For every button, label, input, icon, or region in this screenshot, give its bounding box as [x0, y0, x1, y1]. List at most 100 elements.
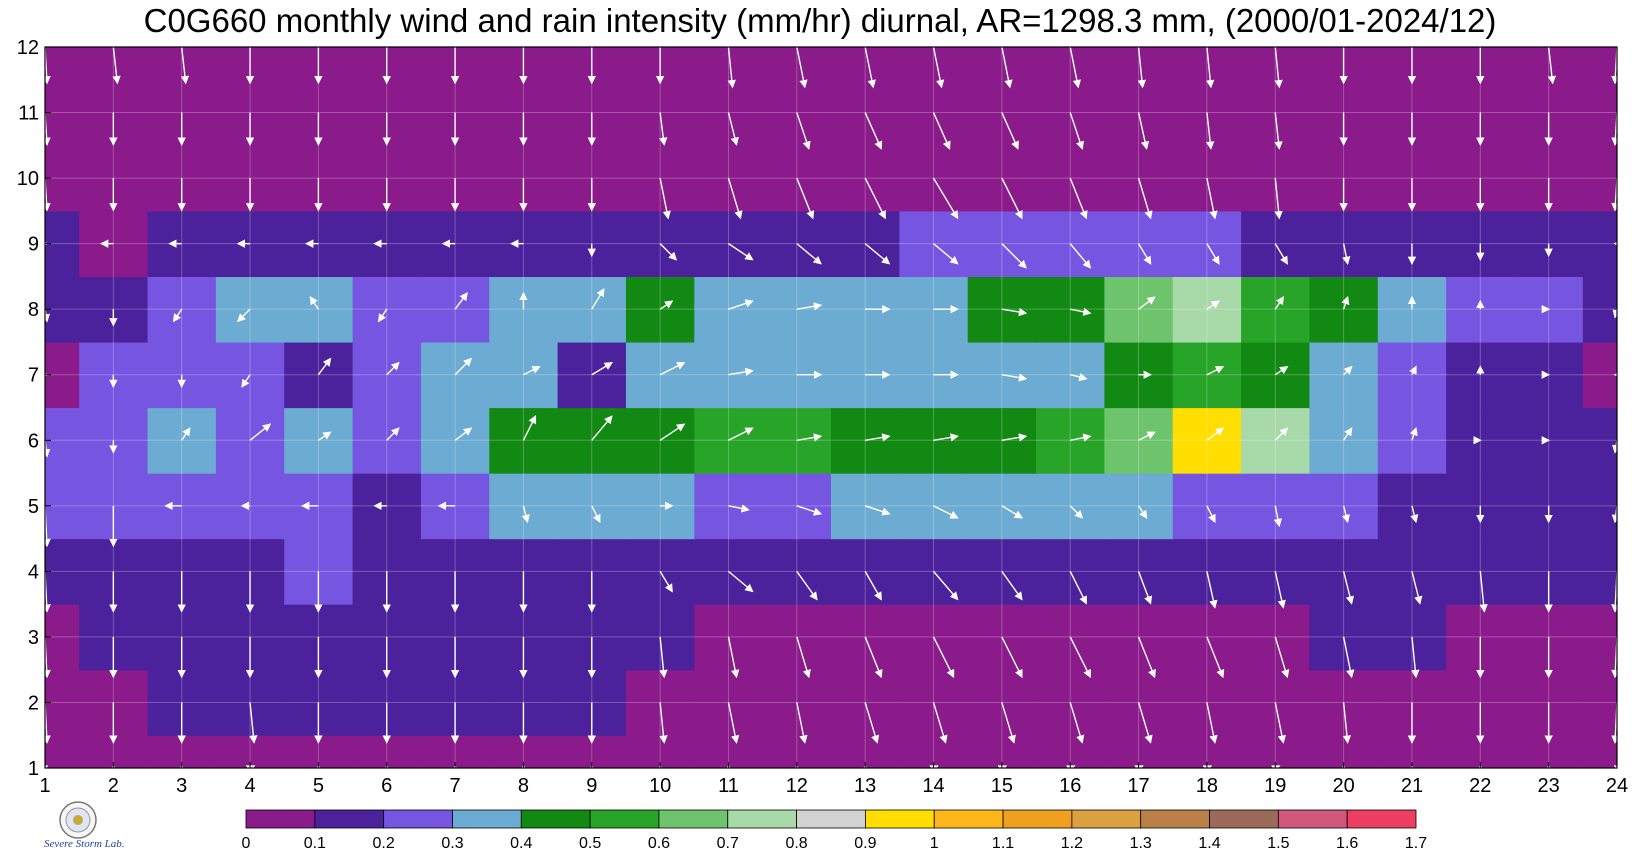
- wind-arrow: [864, 177, 886, 220]
- colorbar-label: 1: [930, 835, 939, 852]
- wind-vectors: [39, 46, 1623, 774]
- wind-arrow: [591, 287, 605, 310]
- wind-arrow: [933, 433, 959, 442]
- wind-arrow: [1206, 505, 1216, 524]
- wind-arrow: [1137, 702, 1153, 744]
- wind-arrow: [1001, 373, 1028, 382]
- wind-arrow: [237, 308, 251, 323]
- wind-arrow: [932, 112, 951, 150]
- wind-arrow: [1001, 636, 1023, 679]
- wind-arrow: [1206, 366, 1225, 376]
- x-tick-label: 18: [1196, 775, 1218, 797]
- wind-arrow: [1137, 46, 1147, 89]
- heatmap-cell: [1514, 407, 1584, 474]
- wind-arrow: [1274, 365, 1289, 376]
- wind-arrow: [933, 505, 959, 519]
- severe-storm-lab-logo: [59, 801, 97, 839]
- wind-arrow: [1274, 636, 1290, 679]
- wind-arrow: [932, 636, 955, 679]
- heatmap-cell: [420, 473, 490, 540]
- colorbar-label: 1.7: [1405, 835, 1427, 852]
- wind-arrow: [1001, 505, 1024, 519]
- wind-arrow: [1206, 636, 1225, 679]
- heatmap-cell: [1446, 341, 1516, 409]
- colorbar-swatch: [933, 809, 1004, 829]
- wind-arrow: [865, 433, 891, 442]
- wind-arrow: [1274, 243, 1288, 265]
- wind-arrow: [1070, 307, 1092, 316]
- heatmap-cell: [1582, 538, 1617, 605]
- plot-frame: [44, 46, 1618, 769]
- wind-arrow: [241, 374, 251, 388]
- wind-arrow: [932, 570, 959, 601]
- colorbar-label: 1.5: [1267, 835, 1289, 852]
- heatmap-cell: [762, 47, 832, 81]
- wind-arrow: [1001, 46, 1013, 89]
- wind-arrow: [1206, 46, 1215, 89]
- wind-arrow: [1069, 505, 1084, 519]
- heatmap-cell: [1377, 276, 1447, 343]
- chart-title: C0G660 monthly wind and rain intensity (…: [143, 2, 1497, 39]
- wind-arrow: [728, 570, 754, 593]
- wind-arrow: [1069, 702, 1085, 744]
- wind-arrow: [1274, 112, 1283, 150]
- wind-arrow: [1274, 427, 1289, 441]
- colorbar-swatch: [1209, 809, 1279, 829]
- wind-arrow: [1205, 112, 1215, 150]
- heatmap-cell: [215, 473, 285, 540]
- y-tick-label: 3: [28, 627, 39, 649]
- heatmap-cell: [1582, 276, 1617, 343]
- wind-arrow: [728, 367, 754, 377]
- colorbar-label: 1.2: [1061, 835, 1083, 852]
- heatmap-cell: [1582, 47, 1617, 81]
- wind-arrow: [1001, 570, 1023, 601]
- heatmap-cell: [147, 473, 217, 540]
- heatmap-cell: [1582, 473, 1617, 540]
- heatmap-cell: [1377, 407, 1447, 474]
- heatmap-cell: [1582, 145, 1617, 212]
- wind-arrow: [1410, 505, 1419, 524]
- heatmap-cell: [284, 473, 354, 540]
- heatmap-cell: [215, 276, 285, 343]
- y-tick-label: 1: [28, 758, 39, 780]
- colorbar-swatch: [1140, 809, 1210, 829]
- wind-arrow: [796, 433, 823, 442]
- wind-arrow: [659, 423, 686, 441]
- heatmap-cell: [489, 407, 559, 474]
- heatmap-cell: [420, 210, 490, 278]
- colorbar-swatch: [727, 809, 797, 829]
- colorbar-swatch: [1277, 809, 1348, 829]
- y-tick-label: 8: [28, 299, 39, 321]
- wind-arrow: [1001, 177, 1023, 220]
- y-tick-label: 4: [28, 561, 39, 583]
- wind-arrow: [1069, 112, 1084, 150]
- wind-arrow: [1138, 431, 1156, 441]
- colorbar-label: 0.6: [648, 835, 670, 852]
- colorbar-label: 1.1: [992, 835, 1014, 852]
- colorbar-label: 0.8: [785, 835, 807, 852]
- heatmap-cell: [352, 473, 422, 540]
- heatmap-cell: [147, 407, 217, 474]
- wind-arrow: [521, 505, 530, 524]
- x-tick-label: 16: [1059, 775, 1081, 797]
- colorbar-swatch: [865, 809, 935, 829]
- x-axis-ticks: 1 2 3 4 5 6 7 8 9 10 11 12 13 14 15 16 17 18 19 20 21 22 23 24: [39, 762, 1628, 797]
- heatmap-cell: [1309, 407, 1379, 474]
- x-tick-label: 6: [381, 775, 392, 797]
- wind-arrow: [864, 636, 883, 679]
- heatmap-cell: [284, 210, 354, 278]
- wind-arrow: [933, 243, 959, 265]
- wind-arrow: [1409, 365, 1417, 376]
- wind-arrow: [864, 505, 891, 516]
- wind-arrow: [1069, 177, 1088, 220]
- wind-arrow: [1274, 46, 1283, 89]
- x-tick-label: 23: [1538, 775, 1560, 797]
- wind-arrow: [1273, 505, 1283, 528]
- wind-arrow: [1411, 571, 1423, 605]
- wind-arrow: [386, 427, 400, 441]
- wind-arrow: [1069, 46, 1081, 89]
- wind-arrow: [1343, 365, 1353, 376]
- wind-arrow: [796, 112, 811, 150]
- wind-arrow: [1137, 505, 1148, 519]
- wind-arrow: [1137, 571, 1153, 605]
